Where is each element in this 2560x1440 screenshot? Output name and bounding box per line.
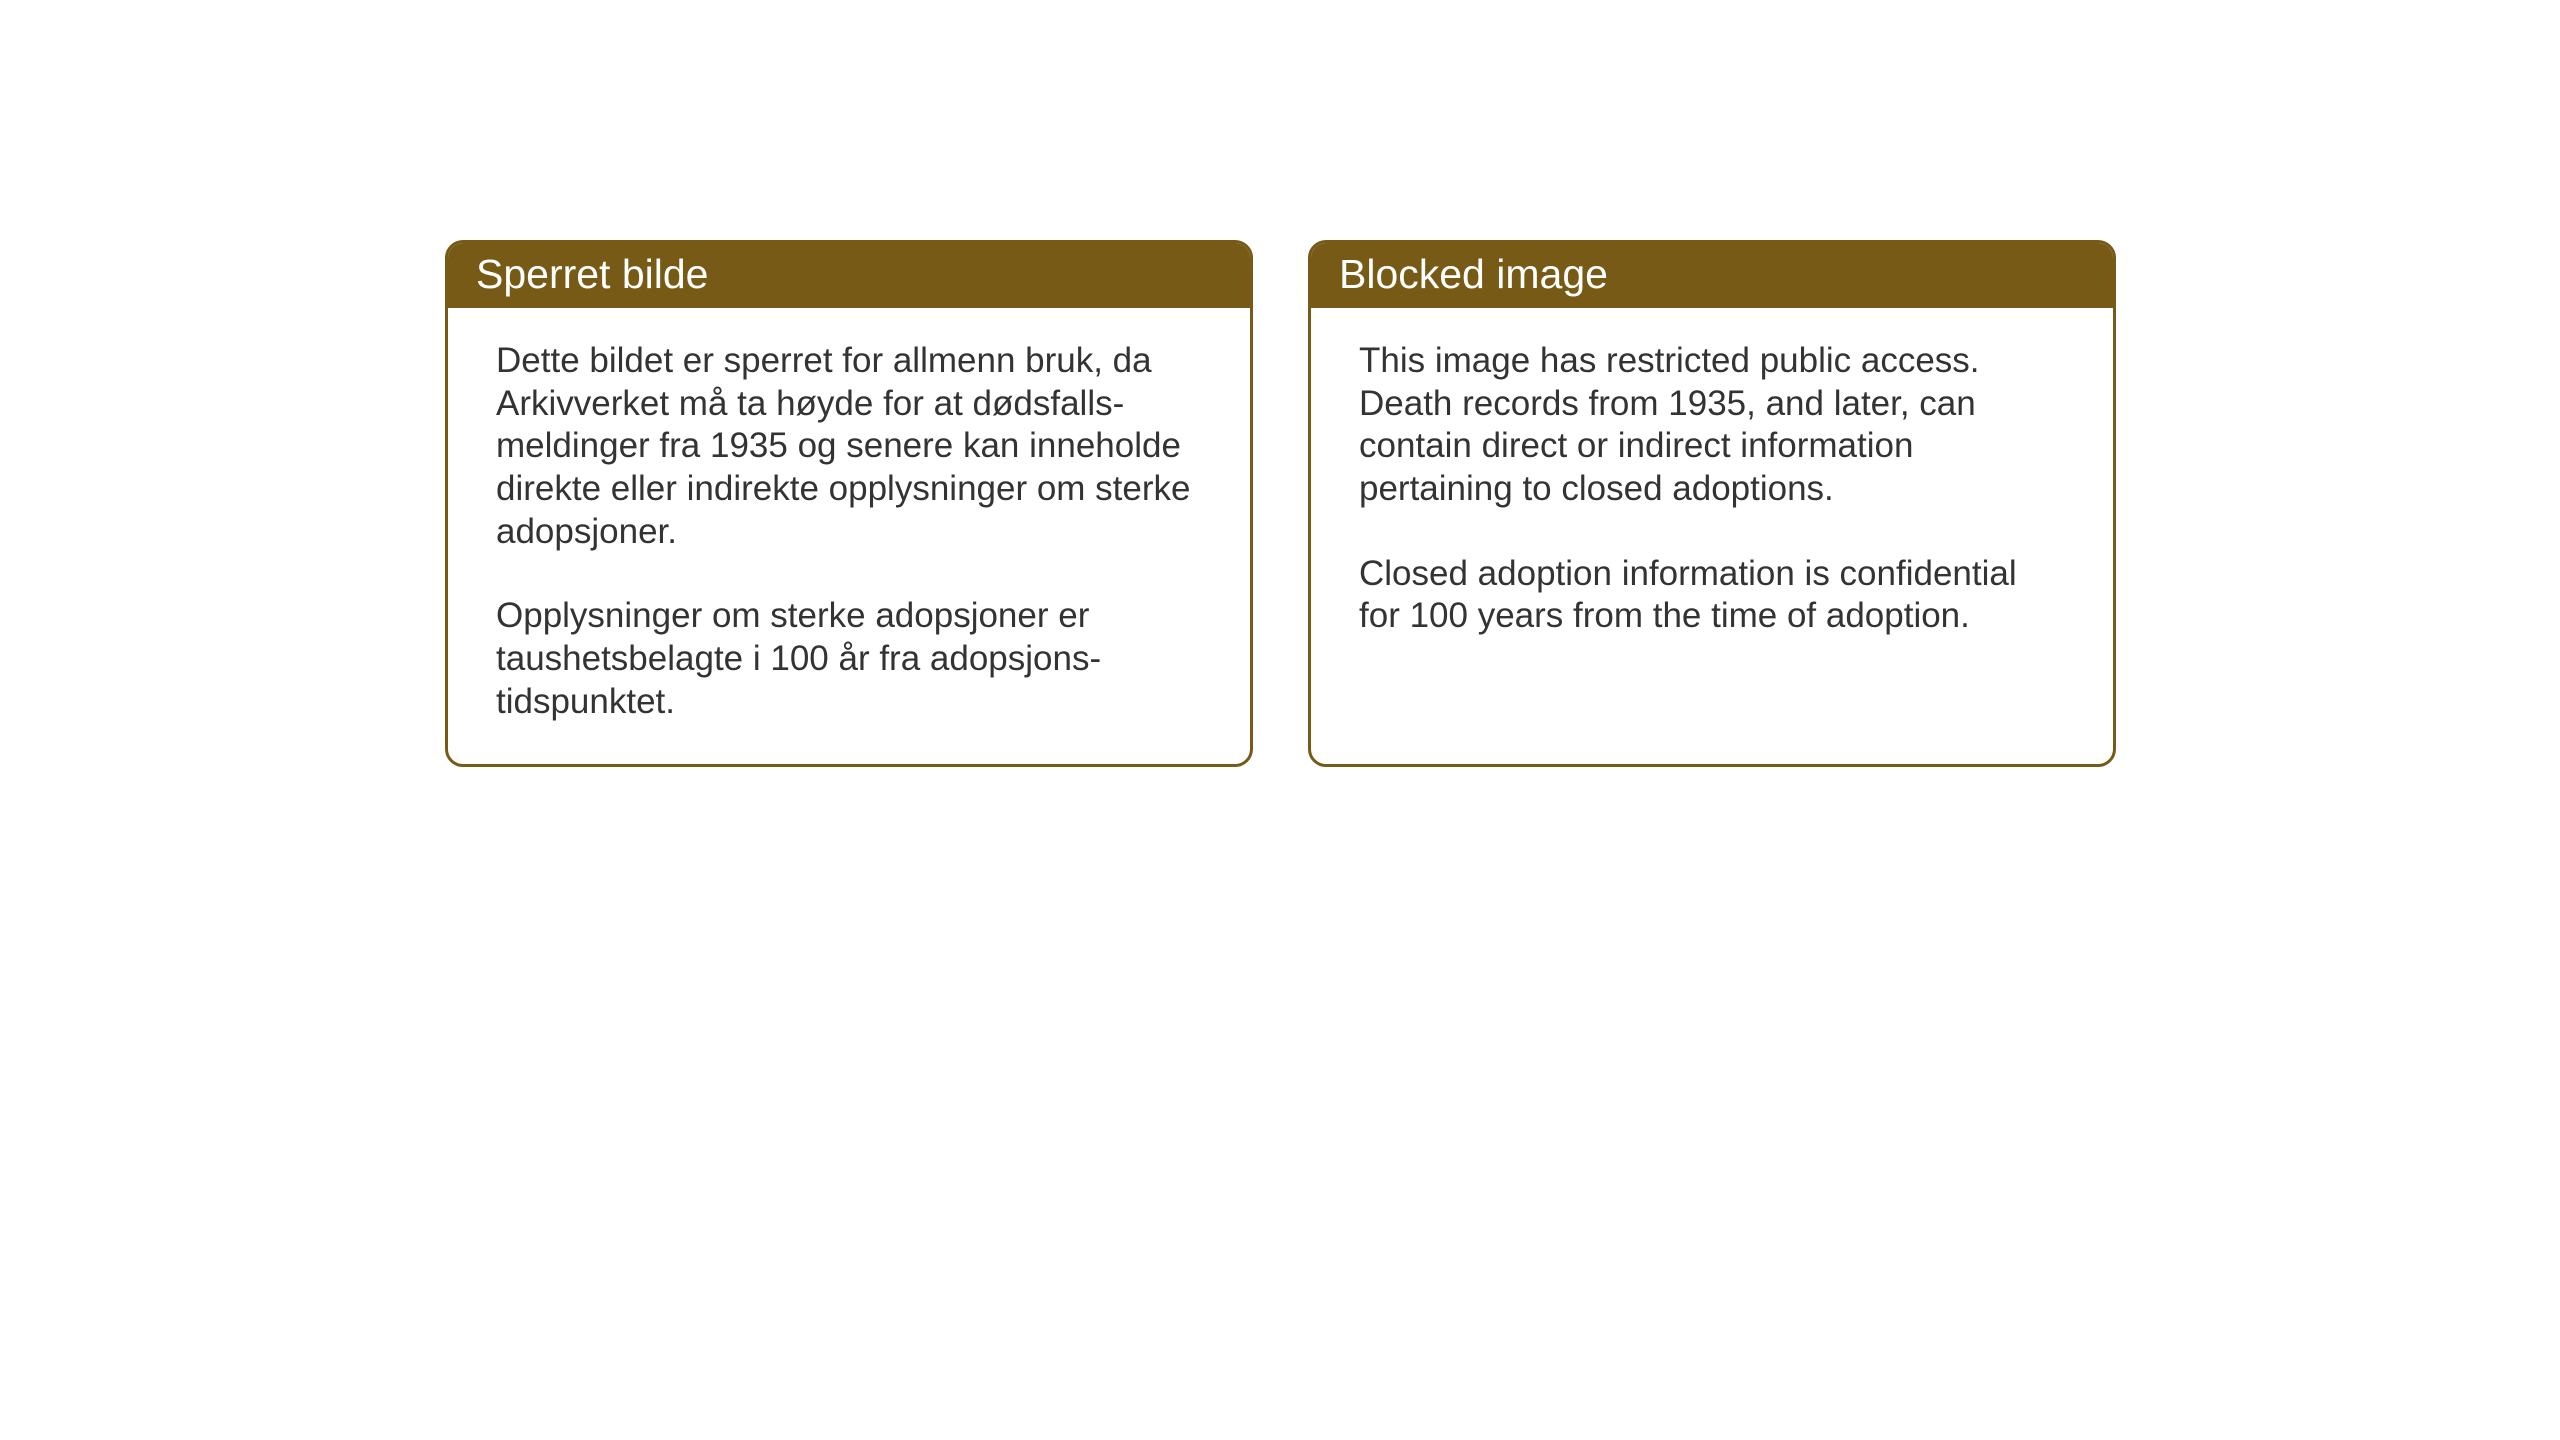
cards-container: Sperret bilde Dette bildet er sperret fo… — [445, 240, 2116, 767]
card-english-paragraph-1: This image has restricted public access.… — [1359, 340, 2065, 511]
card-norwegian-paragraph-2: Opplysninger om sterke adopsjoner er tau… — [496, 595, 1202, 723]
card-norwegian-paragraph-1: Dette bildet er sperret for allmenn bruk… — [496, 340, 1202, 553]
card-english: Blocked image This image has restricted … — [1308, 240, 2116, 767]
card-norwegian-title: Sperret bilde — [476, 251, 708, 297]
card-norwegian-body: Dette bildet er sperret for allmenn bruk… — [448, 308, 1250, 764]
card-norwegian: Sperret bilde Dette bildet er sperret fo… — [445, 240, 1253, 767]
card-norwegian-header: Sperret bilde — [448, 243, 1250, 308]
card-english-body: This image has restricted public access.… — [1311, 308, 2113, 738]
card-english-header: Blocked image — [1311, 243, 2113, 308]
card-english-paragraph-2: Closed adoption information is confident… — [1359, 553, 2065, 638]
card-english-title: Blocked image — [1339, 251, 1608, 297]
